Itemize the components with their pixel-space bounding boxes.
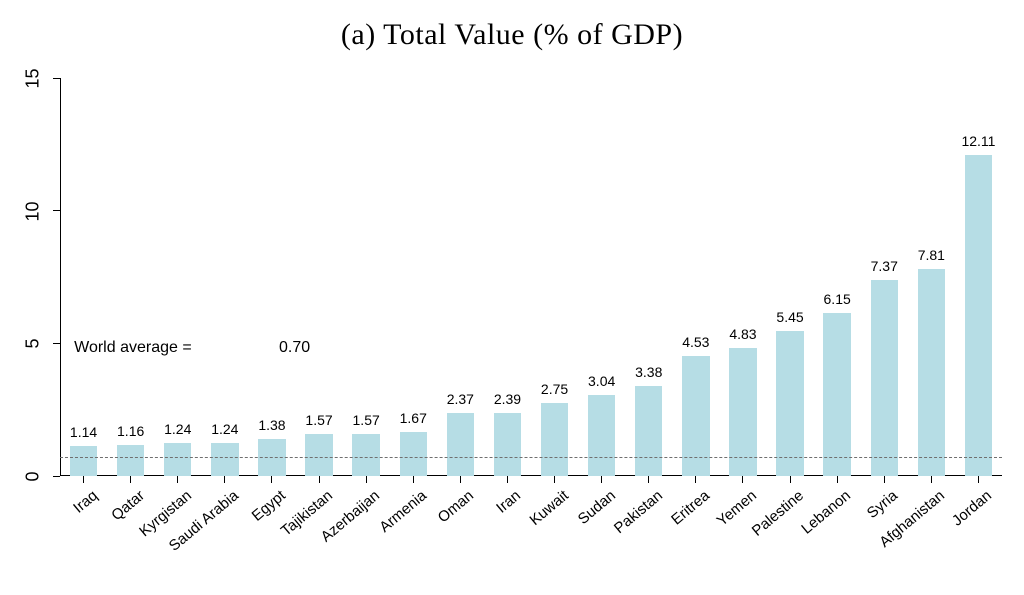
bar (871, 280, 898, 476)
x-tick (742, 476, 743, 483)
bar (494, 413, 521, 476)
bar (447, 413, 474, 476)
x-tick-label: Kuwait (526, 487, 571, 529)
x-tick-label: Armenia (376, 487, 430, 536)
x-tick (130, 476, 131, 483)
bar (164, 443, 191, 476)
world-average-line (60, 457, 1002, 458)
bar (918, 269, 945, 476)
bar (352, 434, 379, 476)
bar (70, 446, 97, 476)
world-average-label: World average = (74, 339, 192, 357)
bar-value-label: 12.11 (961, 133, 995, 149)
x-tick-label: Palestine (749, 487, 807, 540)
x-tick (978, 476, 979, 483)
x-tick (695, 476, 696, 483)
x-tick (884, 476, 885, 483)
bar (823, 313, 850, 476)
bar-value-label: 1.24 (164, 421, 191, 437)
x-tick (931, 476, 932, 483)
x-tick (507, 476, 508, 483)
x-tick-label: Oman (435, 487, 477, 526)
x-tick (460, 476, 461, 483)
bar (635, 386, 662, 476)
x-tick-label: Iraq (70, 487, 101, 517)
x-tick-label: Lebanon (798, 487, 854, 538)
x-tick-label: Pakistan (611, 487, 666, 537)
world-average-value: 0.70 (279, 339, 310, 357)
bar (117, 445, 144, 476)
x-tick (837, 476, 838, 483)
bar (588, 395, 615, 476)
bar-value-label: 3.04 (588, 373, 615, 389)
bar-value-label: 6.15 (824, 291, 851, 307)
bar-value-label: 7.37 (871, 258, 898, 274)
bar-value-label: 4.53 (682, 334, 709, 350)
bar-value-label: 1.57 (305, 412, 332, 428)
x-tick (177, 476, 178, 483)
x-tick (83, 476, 84, 483)
x-tick-label: Eritrea (668, 487, 713, 528)
y-axis-line (60, 78, 61, 476)
chart-container: (a) Total Value (% of GDP) 0510151.14Ira… (0, 0, 1024, 595)
bar-value-label: 3.38 (635, 364, 662, 380)
bar-value-label: 7.81 (918, 247, 945, 263)
x-tick (319, 476, 320, 483)
bar (211, 443, 238, 476)
y-tick-label: 5 (23, 324, 44, 364)
x-tick-label: Syria (864, 487, 901, 522)
y-tick-label: 0 (23, 457, 44, 497)
y-tick (53, 343, 60, 344)
y-tick-label: 10 (23, 191, 44, 231)
bar-value-label: 1.67 (400, 410, 427, 426)
plot-area: 0510151.14Iraq1.16Qatar1.24Kyrgistan1.24… (60, 78, 1002, 476)
bar-value-label: 2.39 (494, 391, 521, 407)
x-tick (790, 476, 791, 483)
x-tick (648, 476, 649, 483)
x-tick-label: Jordan (949, 487, 995, 530)
x-tick (554, 476, 555, 483)
chart-title: (a) Total Value (% of GDP) (0, 18, 1024, 52)
x-tick (224, 476, 225, 483)
x-tick (271, 476, 272, 483)
x-tick-label: Qatar (108, 487, 148, 524)
bar (541, 403, 568, 476)
bar-value-label: 1.14 (70, 424, 97, 440)
bar-value-label: 2.75 (541, 381, 568, 397)
x-tick (413, 476, 414, 483)
bar-value-label: 4.83 (729, 326, 756, 342)
bar (776, 331, 803, 476)
y-tick (53, 78, 60, 79)
y-tick (53, 476, 60, 477)
y-tick-label: 15 (23, 59, 44, 99)
x-tick (366, 476, 367, 483)
y-tick (53, 210, 60, 211)
bar (305, 434, 332, 476)
x-axis-line (60, 475, 1002, 476)
bar (965, 155, 992, 476)
bar-value-label: 2.37 (447, 391, 474, 407)
x-tick-label: Iran (494, 487, 525, 517)
bar (400, 432, 427, 476)
bar-value-label: 5.45 (776, 309, 803, 325)
x-tick-label: Egypt (249, 487, 289, 525)
x-tick (601, 476, 602, 483)
bar-value-label: 1.57 (353, 412, 380, 428)
bar-value-label: 1.38 (258, 417, 285, 433)
bar-value-label: 1.16 (117, 423, 144, 439)
bar-value-label: 1.24 (211, 421, 238, 437)
